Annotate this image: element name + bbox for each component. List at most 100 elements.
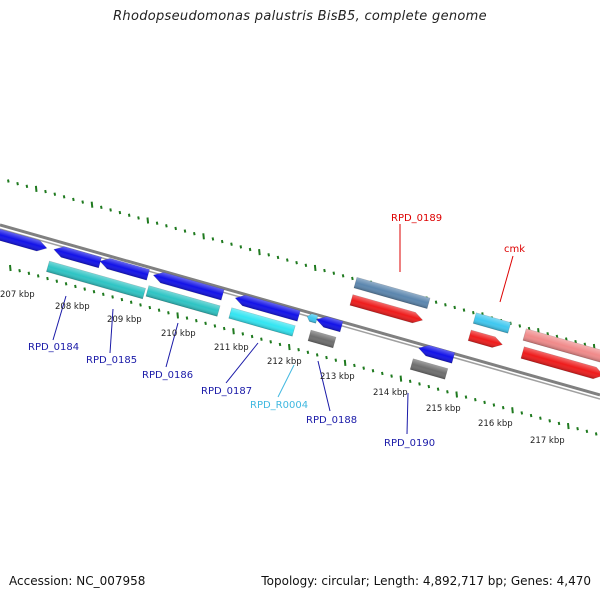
gene-label: RPD_0185 <box>86 355 137 366</box>
tick-mark <box>220 239 224 244</box>
leader-line <box>109 308 114 354</box>
tick-mark <box>408 379 412 383</box>
gene-rpd-0189-shade <box>349 294 423 323</box>
tick-mark <box>483 400 486 405</box>
tick-mark <box>511 407 514 414</box>
tick-mark <box>418 382 421 386</box>
tick-mark <box>399 375 403 382</box>
tick-mark <box>129 300 133 304</box>
tick-mark <box>565 337 568 341</box>
leader-line <box>317 360 331 412</box>
tick-mark <box>232 328 235 335</box>
tick-mark <box>185 316 189 320</box>
gene-gray-2-shade <box>410 358 448 380</box>
tick-mark <box>390 374 393 378</box>
scale-label: 208 kbp <box>55 302 90 312</box>
gene-rpd-0188 <box>315 316 344 333</box>
tick-mark <box>241 332 245 336</box>
gene-rpd-0184 <box>53 246 102 269</box>
tick-mark <box>62 195 66 199</box>
gene-rpd-0183 <box>0 226 48 252</box>
scale-label: 209 kbp <box>107 315 142 325</box>
tick-mark <box>444 303 447 307</box>
gene-rpd-0184-shade <box>53 246 102 268</box>
tick-mark <box>267 253 270 257</box>
tick-mark <box>230 242 233 246</box>
tick-mark <box>44 189 47 194</box>
tick-mark <box>276 255 280 260</box>
tick-mark <box>211 237 215 241</box>
tick-mark <box>165 224 168 228</box>
scale-label: 210 kbp <box>161 329 196 339</box>
tick-mark <box>371 369 375 373</box>
gene-label: RPD_R0004 <box>250 400 308 411</box>
leader-line <box>499 255 514 303</box>
tick-mark <box>315 353 319 357</box>
scale-label: 207 kbp <box>0 290 35 300</box>
tick-mark <box>213 324 217 328</box>
tick-mark <box>239 245 243 249</box>
tick-mark <box>446 390 449 394</box>
backbone-line-upper <box>0 223 600 397</box>
inner-tick-track <box>9 264 598 436</box>
gene-label: RPD_0187 <box>201 386 252 397</box>
tick-mark <box>539 416 542 420</box>
tick-mark <box>567 422 570 430</box>
gene-pink-block <box>522 328 600 364</box>
tick-mark <box>343 359 347 366</box>
tick-mark <box>127 213 131 217</box>
gene-pink-block-shade <box>522 328 600 364</box>
gene-rpd-r0004-shade <box>228 307 296 337</box>
tick-mark <box>258 249 261 256</box>
gene-cmk <box>467 329 503 348</box>
gene-rpd-0190 <box>418 344 456 364</box>
scale-label: 215 kbp <box>426 404 461 414</box>
topology-text: Topology: circular; Length: 4,892,717 bp… <box>261 574 591 588</box>
gene-red-block <box>520 346 600 380</box>
accession-text: Accession: NC_007958 <box>9 574 146 588</box>
tick-mark <box>204 321 207 326</box>
gene-rpd-0189 <box>349 294 424 324</box>
gene-rpd-0190-shade <box>418 345 455 364</box>
gene-gray-1 <box>307 329 337 349</box>
tick-mark <box>74 284 77 289</box>
tick-mark <box>295 260 298 265</box>
leader-line <box>277 364 295 398</box>
tick-mark <box>102 292 105 297</box>
gene-teal-block-2-shade <box>145 285 221 317</box>
tick-mark <box>222 326 226 331</box>
tick-mark <box>16 181 19 186</box>
tick-mark <box>555 334 559 339</box>
leader-line <box>165 322 179 368</box>
gene-rpd-0189-block <box>353 276 431 310</box>
tick-mark <box>455 391 458 398</box>
tick-mark <box>118 210 122 215</box>
gene-gray-1-shade <box>307 330 337 348</box>
tick-mark <box>453 305 456 310</box>
tick-mark <box>594 432 598 436</box>
gene-cmk-shade <box>468 330 503 348</box>
feature-labels: 207 kbp 208 kbp 209 kbp 210 kbp 211 kbp 212 k… <box>0 213 565 449</box>
tick-mark <box>288 343 291 351</box>
tick-mark <box>183 229 187 233</box>
tick-mark <box>176 312 179 319</box>
tick-mark <box>286 258 289 262</box>
tick-mark <box>167 311 170 315</box>
tick-mark <box>269 340 272 344</box>
gene-small-arrow-shade <box>307 313 318 324</box>
gene-rpd-0188-shade <box>316 316 344 332</box>
tick-mark <box>332 271 336 275</box>
tick-mark <box>548 419 551 423</box>
scale-label: 217 kbp <box>530 436 565 446</box>
page-title: Rhodopseudomonas palustris BisB5, comple… <box>113 9 487 24</box>
tick-mark <box>464 395 468 399</box>
gene-label: RPD_0189 <box>391 213 442 224</box>
tick-mark <box>434 300 438 304</box>
tick-mark <box>146 217 150 224</box>
tick-mark <box>195 318 198 323</box>
gene-label: RPD_0190 <box>384 438 435 449</box>
tick-mark <box>260 337 263 341</box>
tick-mark <box>334 358 338 362</box>
tick-mark <box>109 208 112 212</box>
